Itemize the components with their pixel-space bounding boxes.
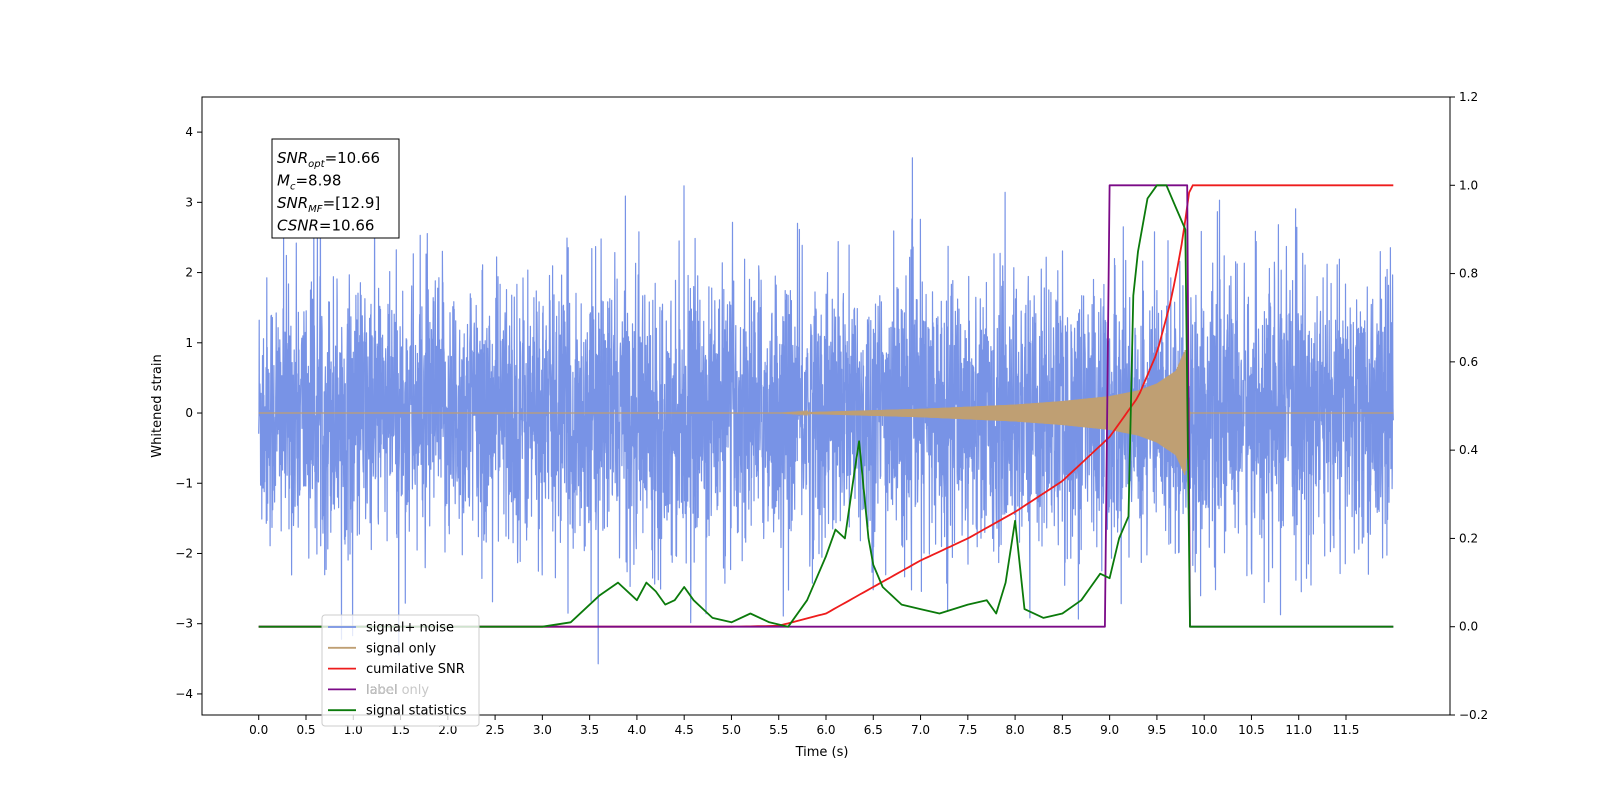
- x-tick-label: 0.0: [249, 723, 268, 737]
- y-tick-label: −3: [175, 617, 193, 631]
- legend-entry: signal statistics: [366, 704, 467, 719]
- y-tick-label: 3: [185, 195, 193, 209]
- x-tick-label: 11.0: [1285, 723, 1312, 737]
- x-tick-label: 5.0: [722, 723, 741, 737]
- legend-entry: signal only: [366, 641, 436, 656]
- y2-tick-label: 1.0: [1459, 178, 1478, 192]
- y-tick-label: 0: [185, 406, 193, 420]
- x-tick-label: 11.5: [1333, 723, 1360, 737]
- y2-tick-label: 0.4: [1459, 443, 1478, 457]
- y2-tick-label: 0.2: [1459, 531, 1478, 545]
- y2-tick-label: −0.2: [1459, 708, 1488, 722]
- x-tick-label: 6.5: [864, 723, 883, 737]
- annotation-line: Mc=8.98: [277, 172, 341, 193]
- x-tick-label: 4.0: [627, 723, 646, 737]
- x-tick-label: 5.5: [769, 723, 788, 737]
- legend-entry: label: [366, 683, 397, 698]
- x-tick-label: 6.0: [816, 723, 835, 737]
- legend-frame: [321, 614, 480, 727]
- x-tick-label: 7.5: [958, 723, 977, 737]
- y2-tick-label: 0.0: [1459, 620, 1478, 634]
- y-tick-label: −1: [175, 476, 193, 490]
- annotation-line: SNRopt=10.66: [277, 149, 380, 170]
- y-tick-label: 2: [185, 266, 193, 280]
- x-tick-label: 4.5: [675, 723, 694, 737]
- legend-entry: label only: [366, 683, 429, 698]
- legend: signal+ noise signal only cumilative SNR la…: [321, 614, 480, 727]
- series-signal-statistics: [258, 184, 1394, 628]
- x-tick-label: 3.0: [533, 723, 552, 737]
- x-tick-label: 0.5: [296, 723, 315, 737]
- x-tick-label: 7.0: [911, 723, 930, 737]
- y-tick-label: 4: [185, 125, 193, 139]
- x-tick-label: 9.0: [1100, 723, 1119, 737]
- series-signal-only-fill: [778, 350, 1190, 476]
- x-tick-label: 8.0: [1006, 723, 1025, 737]
- annotation-frame: [271, 138, 400, 239]
- x-tick-label: 8.5: [1053, 723, 1072, 737]
- y-tick-label: 1: [185, 336, 193, 350]
- y2-tick-label: 0.6: [1459, 355, 1478, 369]
- legend-entry: signal+ noise: [366, 621, 454, 636]
- y2-tick-label: 1.2: [1459, 90, 1478, 104]
- y-axis-label: Whitened strain: [150, 354, 165, 457]
- series-signal-noise: [258, 157, 1394, 665]
- y-tick-label: −4: [175, 687, 193, 701]
- x-tick-label: 10.0: [1191, 723, 1218, 737]
- x-tick-label: 10.5: [1238, 723, 1265, 737]
- annotation-line: CSNR=10.66: [277, 217, 374, 235]
- x-tick-label: 9.5: [1147, 723, 1166, 737]
- y2-tick-label: 0.8: [1459, 267, 1478, 281]
- annotation-line: SNRMF=[12.9]: [277, 194, 380, 215]
- x-axis-label: Time (s): [795, 745, 849, 760]
- legend-entry: cumilative SNR: [366, 662, 465, 677]
- x-tick-label: 3.5: [580, 723, 599, 737]
- y-tick-label: −2: [175, 546, 193, 560]
- axis-ticks: 0.0 0.5 1.0 1.5 2.0 2.5 3.0 3.5 4.0 4.5 5.0 5.5 6.0 6…: [175, 90, 1488, 737]
- x-tick-label: 2.5: [486, 723, 505, 737]
